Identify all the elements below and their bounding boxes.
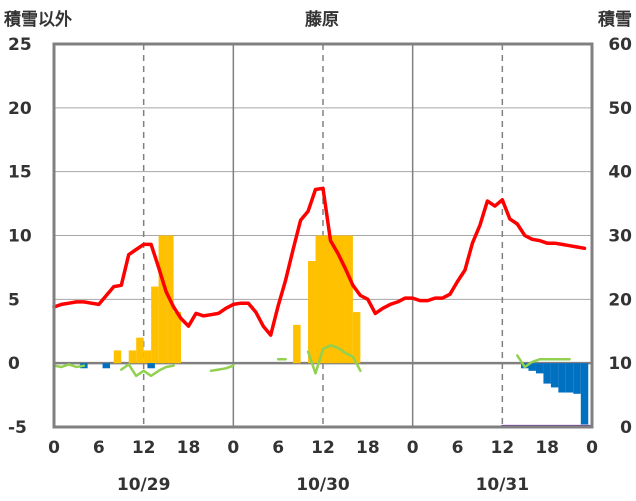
right-tick-label: 50 [608, 99, 632, 119]
bar [345, 235, 353, 364]
left-tick-label: 25 [8, 35, 32, 55]
hour-tick-label: 0 [586, 438, 598, 458]
bar [143, 350, 152, 364]
bar [580, 363, 589, 425]
hour-tick-label: 18 [535, 438, 559, 458]
hour-tick-label: 18 [356, 438, 380, 458]
series-line [120, 363, 175, 378]
date-label: 10/31 [476, 475, 530, 495]
hour-tick-label: 6 [272, 438, 284, 458]
left-tick-label: 0 [8, 354, 20, 374]
bar [158, 235, 167, 364]
bar [102, 363, 111, 369]
hour-tick-label: 0 [227, 438, 239, 458]
bar [151, 286, 159, 364]
bar [535, 363, 544, 374]
bar [543, 363, 551, 384]
hour-tick-label: 6 [452, 438, 464, 458]
right-tick-label: 60 [608, 35, 632, 55]
hour-tick-label: 6 [93, 438, 105, 458]
left-axis-title: 積雪以外 [4, 9, 72, 30]
hour-tick-label: 12 [311, 438, 335, 458]
series-line [52, 186, 587, 337]
hour-tick-label: 0 [48, 438, 60, 458]
bar [330, 235, 338, 364]
right-tick-label: 0 [620, 418, 632, 438]
bar [573, 363, 581, 394]
bar [113, 350, 122, 364]
left-tick-label: 20 [8, 99, 32, 119]
bar [315, 235, 323, 364]
hour-tick-label: 18 [177, 438, 201, 458]
series-line [209, 364, 235, 373]
hour-tick-label: 12 [132, 438, 156, 458]
right-tick-label: 10 [608, 354, 632, 374]
right-tick-label: 20 [608, 290, 632, 310]
bar [308, 261, 316, 364]
bar [565, 363, 574, 393]
bar [293, 324, 301, 364]
date-label: 10/30 [296, 475, 350, 495]
chart-title: 藤原 [305, 10, 339, 30]
left-tick-label: 5 [8, 290, 20, 310]
date-label: 10/29 [117, 475, 171, 495]
bar [136, 337, 144, 364]
bar [323, 235, 331, 364]
hour-tick-label: 12 [490, 438, 514, 458]
plot-frame [52, 42, 594, 429]
hour-tick-label: 0 [407, 438, 419, 458]
series-line [516, 354, 571, 369]
bar [147, 363, 155, 369]
bar-series [80, 235, 589, 425]
series-line [52, 363, 86, 369]
bar [128, 350, 137, 364]
left-tick-label: -5 [8, 418, 27, 438]
right-axis-title: 積雪 [598, 9, 632, 30]
bar [337, 235, 346, 364]
bar [550, 363, 559, 388]
right-tick-label: 40 [608, 163, 632, 183]
bar [173, 312, 182, 364]
right-tick-label: 30 [608, 227, 632, 247]
bar [558, 363, 566, 393]
left-tick-label: 15 [8, 163, 32, 183]
bar [352, 312, 361, 364]
series-line [306, 344, 362, 375]
bar [528, 363, 536, 371]
left-tick-label: 10 [8, 227, 32, 247]
